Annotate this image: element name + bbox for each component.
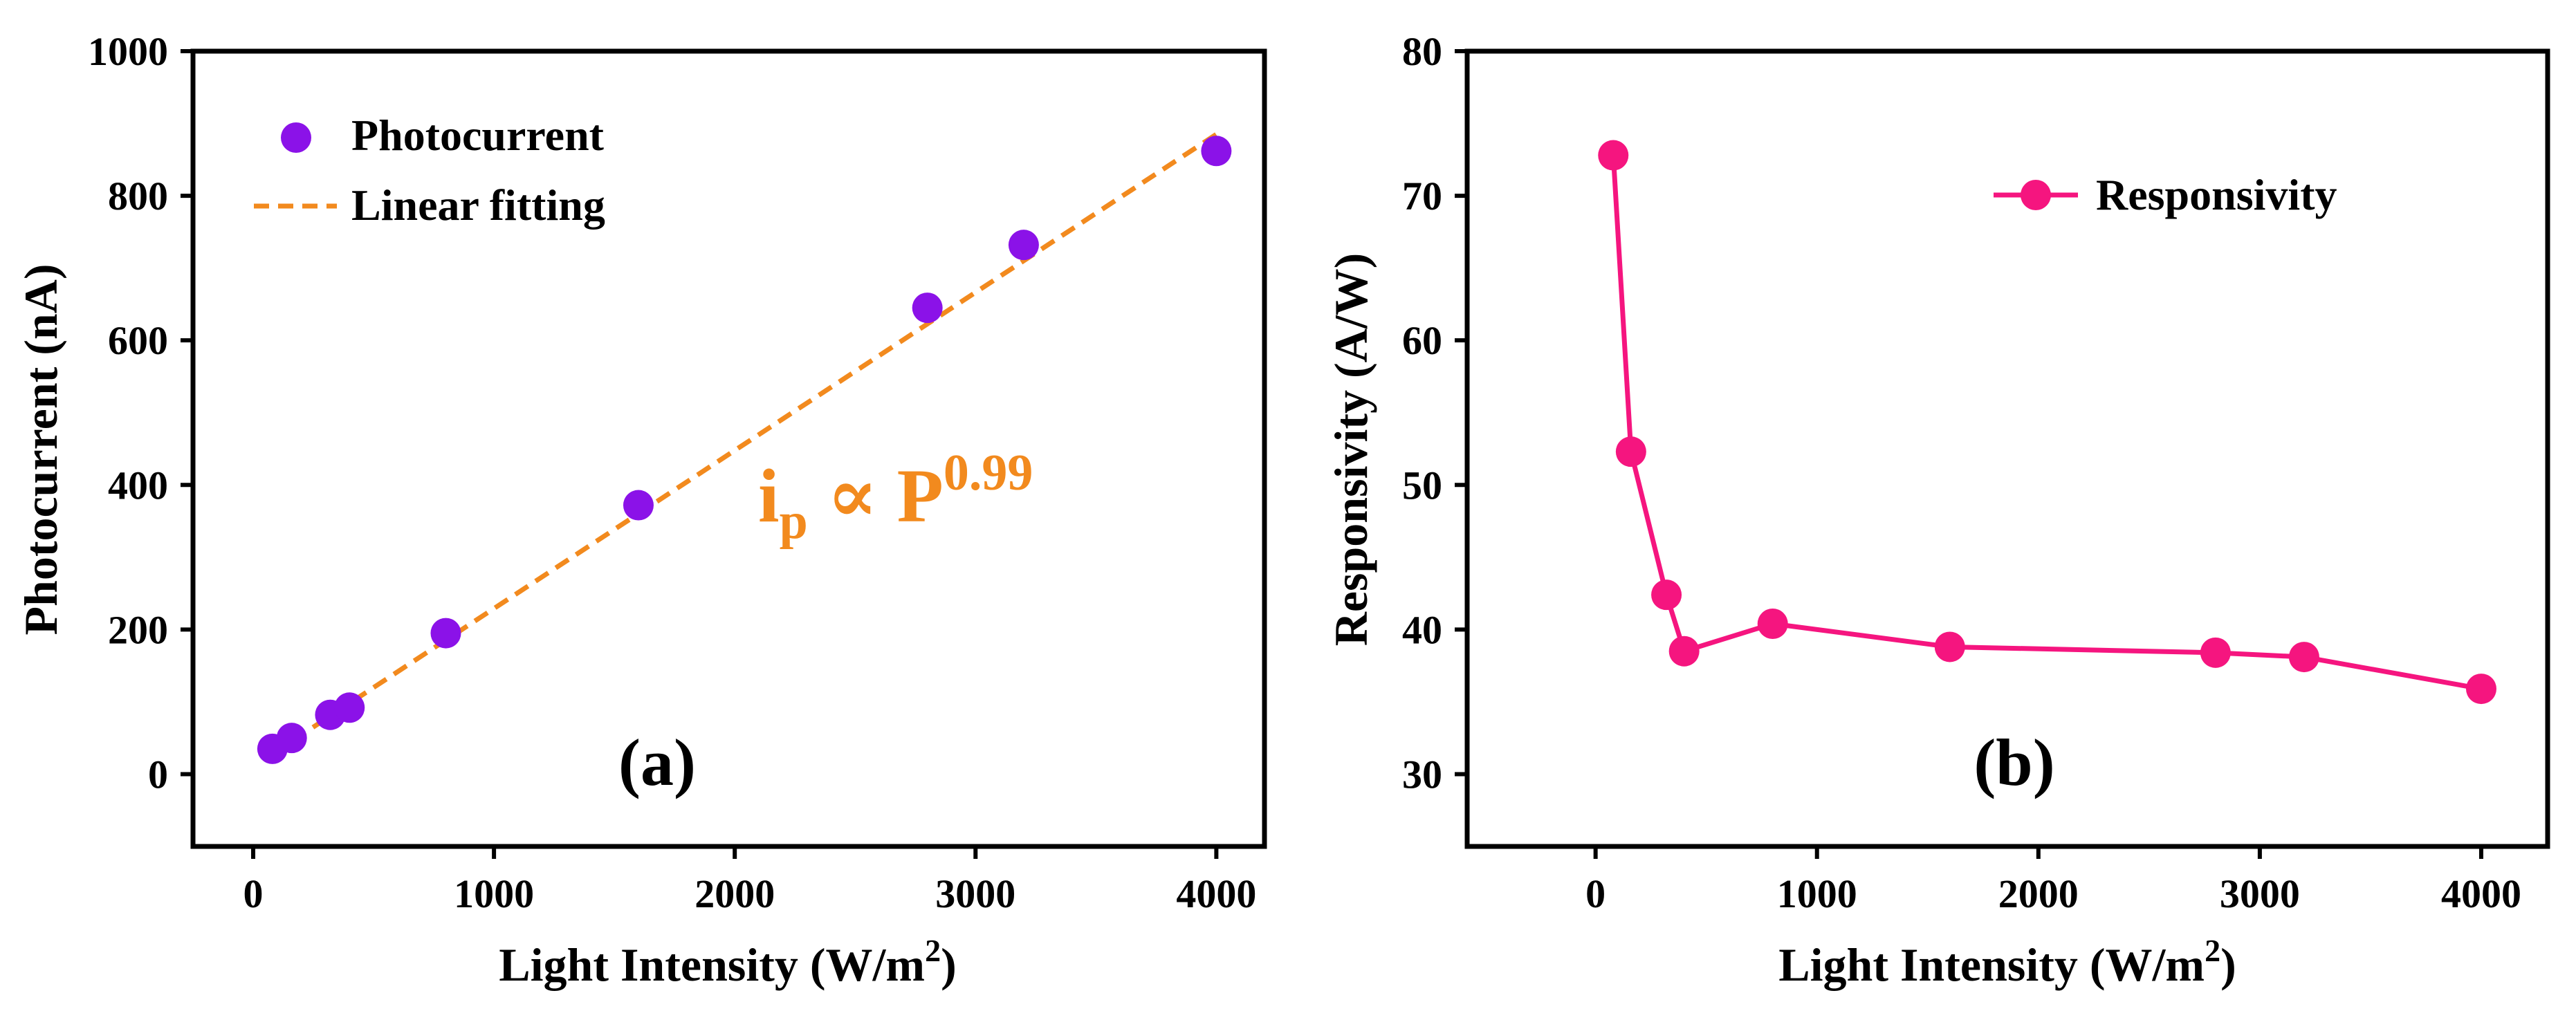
panel-b-ytick-label: 40 <box>1402 607 1442 652</box>
panel-b-label: (b) <box>1974 725 2054 799</box>
panel-b-point <box>1651 579 1682 611</box>
panel-a-xlabel-text: Light Intensity (W/m <box>499 938 925 991</box>
panel-a-point <box>334 692 365 723</box>
panel-a-xtick-label: 4000 <box>1176 871 1256 916</box>
panel-b-points <box>1598 140 2496 705</box>
panel-b-point <box>1934 631 1965 662</box>
panel-a-xtick-label: 2000 <box>694 871 775 916</box>
panel-b-point <box>1615 436 1646 467</box>
panel-b-xlabel: Light Intensity (W/m2) <box>1778 933 2236 991</box>
panel-a-xtick-label: 3000 <box>935 871 1015 916</box>
panel-b-xtick-label: 4000 <box>2441 871 2521 916</box>
panel-b-ylabel: Responsivity (A/W) <box>1325 253 1377 647</box>
panel-b-xlabel-text: Light Intensity (W/m <box>1778 938 2205 991</box>
panel-a-point <box>1008 230 1039 261</box>
panel-a-legend-fit-label: Linear fitting <box>351 180 605 230</box>
panel-a-xlabel-close: ) <box>941 938 957 991</box>
panel-a-ytick-label: 800 <box>108 174 168 219</box>
panel-b-legend: Responsivity <box>1994 170 2337 219</box>
panel-a-annotation-base: i <box>758 454 780 538</box>
panel-a-xtick-label: 1000 <box>454 871 534 916</box>
panel-a-legend-photocurrent-label: Photocurrent <box>351 111 605 160</box>
panel-b-tick-labels: 0 1000 2000 3000 4000 30 40 50 60 70 80 <box>1402 29 2521 916</box>
panel-b-ytick-label: 60 <box>1402 318 1442 363</box>
panel-b-xtick-label: 1000 <box>1777 871 1857 916</box>
panel-b-legend-label: Responsivity <box>2096 170 2337 219</box>
panel-a-point <box>912 293 943 324</box>
panel-b-frame <box>1464 48 2550 849</box>
panel-a-point <box>1201 136 1232 167</box>
panel-a-label: (a) <box>618 725 696 799</box>
panel-a-points <box>257 136 1232 764</box>
panel-b-xlabel-close: ) <box>2220 938 2236 991</box>
panel-a-xlabel: Light Intensity (W/m2) <box>499 933 956 991</box>
panel-a-ytick-label: 200 <box>108 607 168 652</box>
panel-b-point <box>1757 609 1788 639</box>
panel-b-legend-marker <box>2021 180 2051 210</box>
panel-a-legend-photocurrent-marker <box>281 122 311 153</box>
panel-a-annotation: ip ∝ P0.99 <box>758 445 1033 550</box>
panel-a-point <box>276 723 307 754</box>
panel-a-frame <box>190 48 1267 849</box>
panel-a-ytick-label: 600 <box>108 318 168 363</box>
panel-b-ytick-label: 70 <box>1402 174 1442 219</box>
panel-a-ytick-label: 1000 <box>88 29 168 74</box>
panel-a-annotation-operator: ∝ P <box>808 454 944 538</box>
panel-b-xtick-label: 2000 <box>1998 871 2079 916</box>
panel-a-legend: Photocurrent Linear fitting <box>254 111 605 230</box>
panel-a-tick-labels: 0 1000 2000 3000 4000 0 200 400 600 800 1000 <box>88 29 1256 916</box>
panel-b-point <box>2288 642 2319 673</box>
panel-a-ytick-label: 400 <box>108 463 168 508</box>
panel-a-annotation-subscript: p <box>780 493 808 550</box>
panel-b-ytick-label: 50 <box>1402 463 1442 508</box>
panel-a-fit-line-group <box>270 132 1218 757</box>
panel-b-point <box>1598 140 1629 171</box>
panel-a-xlabel-superscript: 2 <box>925 933 941 968</box>
panel-b-point <box>2465 674 2496 705</box>
panel-a: 0 1000 2000 3000 4000 0 200 400 600 800 1000 Photo… <box>15 29 1267 991</box>
panel-b-ytick-label: 80 <box>1402 29 1442 74</box>
panel-a-xtick-label: 0 <box>243 871 264 916</box>
panel-a-annotation-superscript: 0.99 <box>944 445 1033 501</box>
panel-b: 0 1000 2000 3000 4000 30 40 50 60 70 80 Responsivi… <box>1325 29 2550 991</box>
panel-a-fit-line <box>270 132 1218 757</box>
panel-a-point <box>623 490 654 521</box>
panel-a-point <box>430 618 461 649</box>
panel-b-ytick-label: 30 <box>1402 752 1442 797</box>
panel-b-xtick-label: 3000 <box>2220 871 2300 916</box>
panel-b-xlabel-superscript: 2 <box>2205 933 2220 968</box>
panel-a-ytick-label: 0 <box>148 752 168 797</box>
panel-b-point <box>1668 636 1700 667</box>
panel-b-point <box>2200 637 2231 668</box>
panel-b-xtick-label: 0 <box>1585 871 1606 916</box>
panel-a-ylabel: Photocurrent (nA) <box>15 264 67 636</box>
